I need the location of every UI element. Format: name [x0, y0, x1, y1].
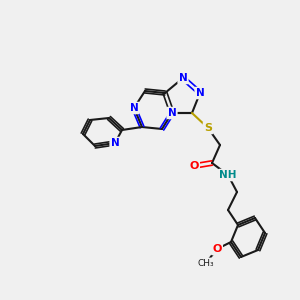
Text: N: N [130, 103, 138, 113]
Text: N: N [168, 108, 176, 118]
Text: N: N [178, 73, 188, 83]
Text: S: S [204, 123, 212, 133]
Text: NH: NH [219, 170, 237, 180]
Text: N: N [111, 138, 119, 148]
Text: N: N [196, 88, 204, 98]
Text: CH₃: CH₃ [198, 259, 214, 268]
Text: O: O [189, 161, 199, 171]
Text: O: O [212, 244, 222, 254]
